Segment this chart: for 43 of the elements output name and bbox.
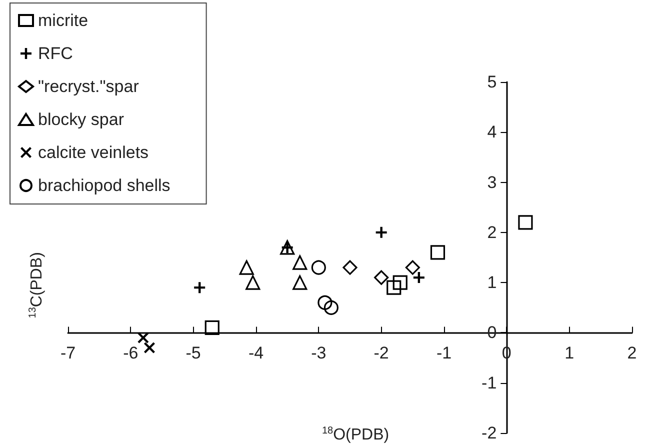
point xyxy=(430,245,446,260)
point xyxy=(204,320,220,335)
point xyxy=(246,275,260,290)
legend-label: brachiopod shells xyxy=(38,176,170,195)
point xyxy=(376,226,387,238)
point xyxy=(392,275,408,290)
x-tick-label: -2 xyxy=(374,344,389,363)
legend-label: "recryst."spar xyxy=(38,77,140,96)
legend-label: micrite xyxy=(38,11,88,30)
legend-label: blocky spar xyxy=(38,110,124,129)
y-tick-label: 2 xyxy=(487,222,497,242)
point xyxy=(239,260,254,275)
x-tick-label: -4 xyxy=(248,344,264,363)
point xyxy=(144,342,155,354)
x-tick-label: -3 xyxy=(311,344,326,363)
point xyxy=(292,255,308,270)
y-tick-label: 4 xyxy=(487,122,497,142)
point xyxy=(194,282,206,294)
x-tick-label: -5 xyxy=(186,344,201,363)
point xyxy=(405,260,420,275)
y-tick-label: 1 xyxy=(487,273,497,292)
y-axis-title: 13C(PDB) xyxy=(28,252,46,318)
x-tick-label: 2 xyxy=(627,344,637,363)
y-tick-label: 5 xyxy=(487,72,497,92)
x-tick-label: 1 xyxy=(564,344,574,363)
legend-label: RFC xyxy=(38,44,73,63)
x-tick-label: -6 xyxy=(123,344,138,363)
x-tick-label: -7 xyxy=(60,344,76,363)
x-tick-label: -1 xyxy=(436,344,452,363)
point xyxy=(518,215,533,230)
point xyxy=(318,295,332,310)
point xyxy=(311,260,326,275)
point xyxy=(138,332,149,344)
point xyxy=(386,280,402,295)
y-tick-label: 3 xyxy=(487,172,497,192)
y-tick-label: -2 xyxy=(482,424,497,442)
legend-label: calcite veinlets xyxy=(38,143,149,162)
point xyxy=(324,300,338,315)
point xyxy=(292,275,308,290)
point xyxy=(374,270,389,285)
y-tick-label: -1 xyxy=(482,373,497,392)
point xyxy=(413,272,424,284)
point xyxy=(342,260,358,275)
